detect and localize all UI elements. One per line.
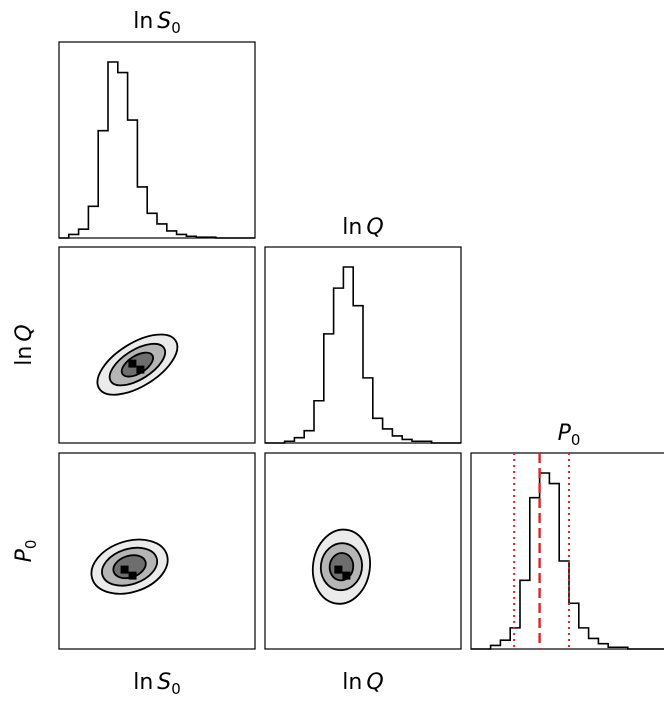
- histogram-step-P0: [471, 472, 664, 650]
- xlabel-lnQ: ln Q: [342, 670, 383, 695]
- histogram-lnQ: [265, 266, 461, 444]
- xlabel-lnS0: ln S0: [133, 670, 181, 698]
- panel-contour-lnS0-lnQ: [58, 246, 256, 444]
- density-peak-cell: [120, 565, 129, 574]
- panel-hist-P0: [470, 452, 664, 650]
- histogram-lnS0: [59, 61, 255, 239]
- panel-contour-lnS0-P0: [58, 452, 256, 650]
- contour-lnS0-lnQ: [96, 333, 179, 396]
- histogram-step-lnS0: [59, 61, 255, 239]
- panel-contour-lnQ-P0: [264, 452, 462, 650]
- density-peak-cell: [128, 359, 137, 368]
- contour-lnQ-P0: [311, 528, 371, 605]
- panel-hist-lnS0: [58, 41, 256, 239]
- title-P0: P0: [558, 421, 581, 449]
- title-lnS0: ln S0: [133, 9, 181, 37]
- density-peak-cell: [342, 571, 351, 580]
- panel-hist-lnQ: [264, 246, 462, 444]
- histogram-P0: [471, 453, 664, 650]
- density-peak-cell: [128, 571, 137, 580]
- ylabel-lnQ: lnQ: [12, 324, 37, 365]
- title-lnQ: ln Q: [342, 215, 383, 240]
- density-peak-cell: [334, 565, 343, 574]
- contour-lnS0-P0: [90, 538, 169, 595]
- density-peak-cell: [136, 365, 145, 374]
- histogram-step-lnQ: [265, 266, 461, 444]
- ylabel-P0: P0: [12, 540, 40, 563]
